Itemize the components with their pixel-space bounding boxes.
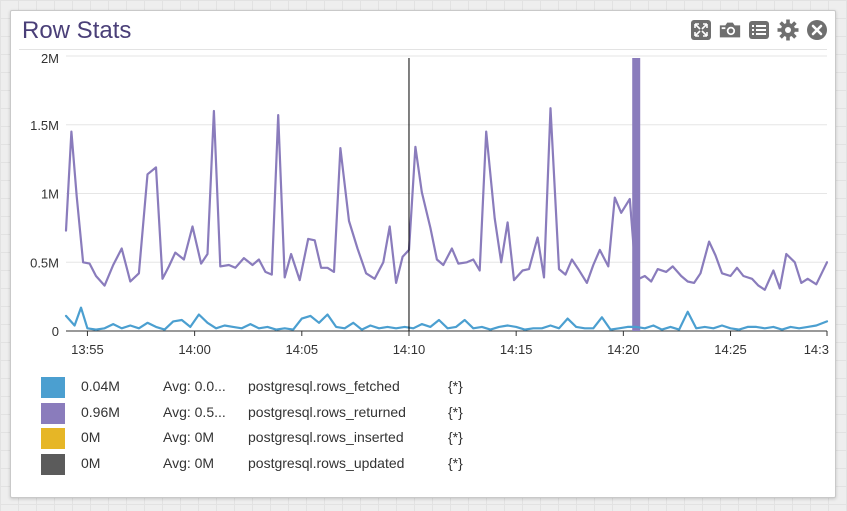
- x-tick-label: 14:10: [393, 342, 426, 357]
- legend-average: Avg: 0.5...: [163, 403, 226, 420]
- header-divider: [19, 49, 827, 50]
- y-tick-label: 0: [52, 324, 59, 339]
- y-tick-label: 1M: [41, 187, 59, 202]
- close-icon[interactable]: [805, 18, 829, 42]
- legend-value: 0M: [81, 429, 101, 445]
- y-tick-label: 2M: [41, 51, 59, 66]
- row-stats-widget: Row Stats 0 0.5M 1M 1.5M 2M 13:55 14:00 14:05 14…: [10, 10, 836, 498]
- legend-value: 0.96M: [81, 403, 120, 420]
- widget-title: Row Stats: [22, 17, 132, 44]
- x-tick-label: 14:20: [607, 342, 640, 357]
- legend-value: 0M: [81, 454, 101, 471]
- x-tick-label: 14:00: [178, 342, 211, 357]
- x-tick-label: 14:05: [286, 342, 319, 357]
- series-line-rows-fetched: [64, 306, 829, 331]
- legend-metric-name: postgresql.rows_updated: [248, 454, 405, 471]
- row-stats-chart: 0 0.5M 1M 1.5M 2M 13:55 14:00 14:05 14:10 14:15 14…: [30, 51, 829, 357]
- expand-icon[interactable]: [689, 18, 713, 42]
- legend-scope: {*}: [448, 403, 463, 420]
- series-line-rows-returned: [64, 107, 829, 291]
- legend-average: Avg: 0M: [163, 429, 215, 445]
- y-tick-label: 0.5M: [30, 255, 59, 270]
- legend-value: 0.04M: [81, 378, 120, 394]
- legend-swatch: [41, 453, 65, 475]
- legend-swatch: [41, 428, 65, 449]
- snapshot-camera-icon[interactable]: [718, 18, 742, 42]
- gear-icon[interactable]: [776, 18, 800, 42]
- legend-scope: {*}: [448, 378, 463, 394]
- legend-swatch: [41, 377, 65, 398]
- legend-average: Avg: 0.0...: [163, 378, 226, 394]
- x-tick-label: 14:3: [804, 342, 829, 357]
- legend-scope: {*}: [448, 454, 463, 471]
- legend-metric-name: postgresql.rows_inserted: [248, 429, 404, 445]
- legend-average: Avg: 0M: [163, 454, 215, 471]
- legend-scope: {*}: [448, 429, 463, 445]
- y-tick-label: 1.5M: [30, 118, 59, 133]
- x-tick-label: 13:55: [71, 342, 104, 357]
- legend-metric-name: postgresql.rows_returned: [248, 403, 406, 420]
- x-tick-label: 14:15: [500, 342, 533, 357]
- legend-metric-name: postgresql.rows_fetched: [248, 378, 400, 394]
- list-icon[interactable]: [747, 18, 771, 42]
- highlight-band: [632, 58, 641, 331]
- x-tick-label: 14:25: [714, 342, 747, 357]
- widget-toolbar: [689, 18, 829, 42]
- legend-swatch: [41, 402, 65, 424]
